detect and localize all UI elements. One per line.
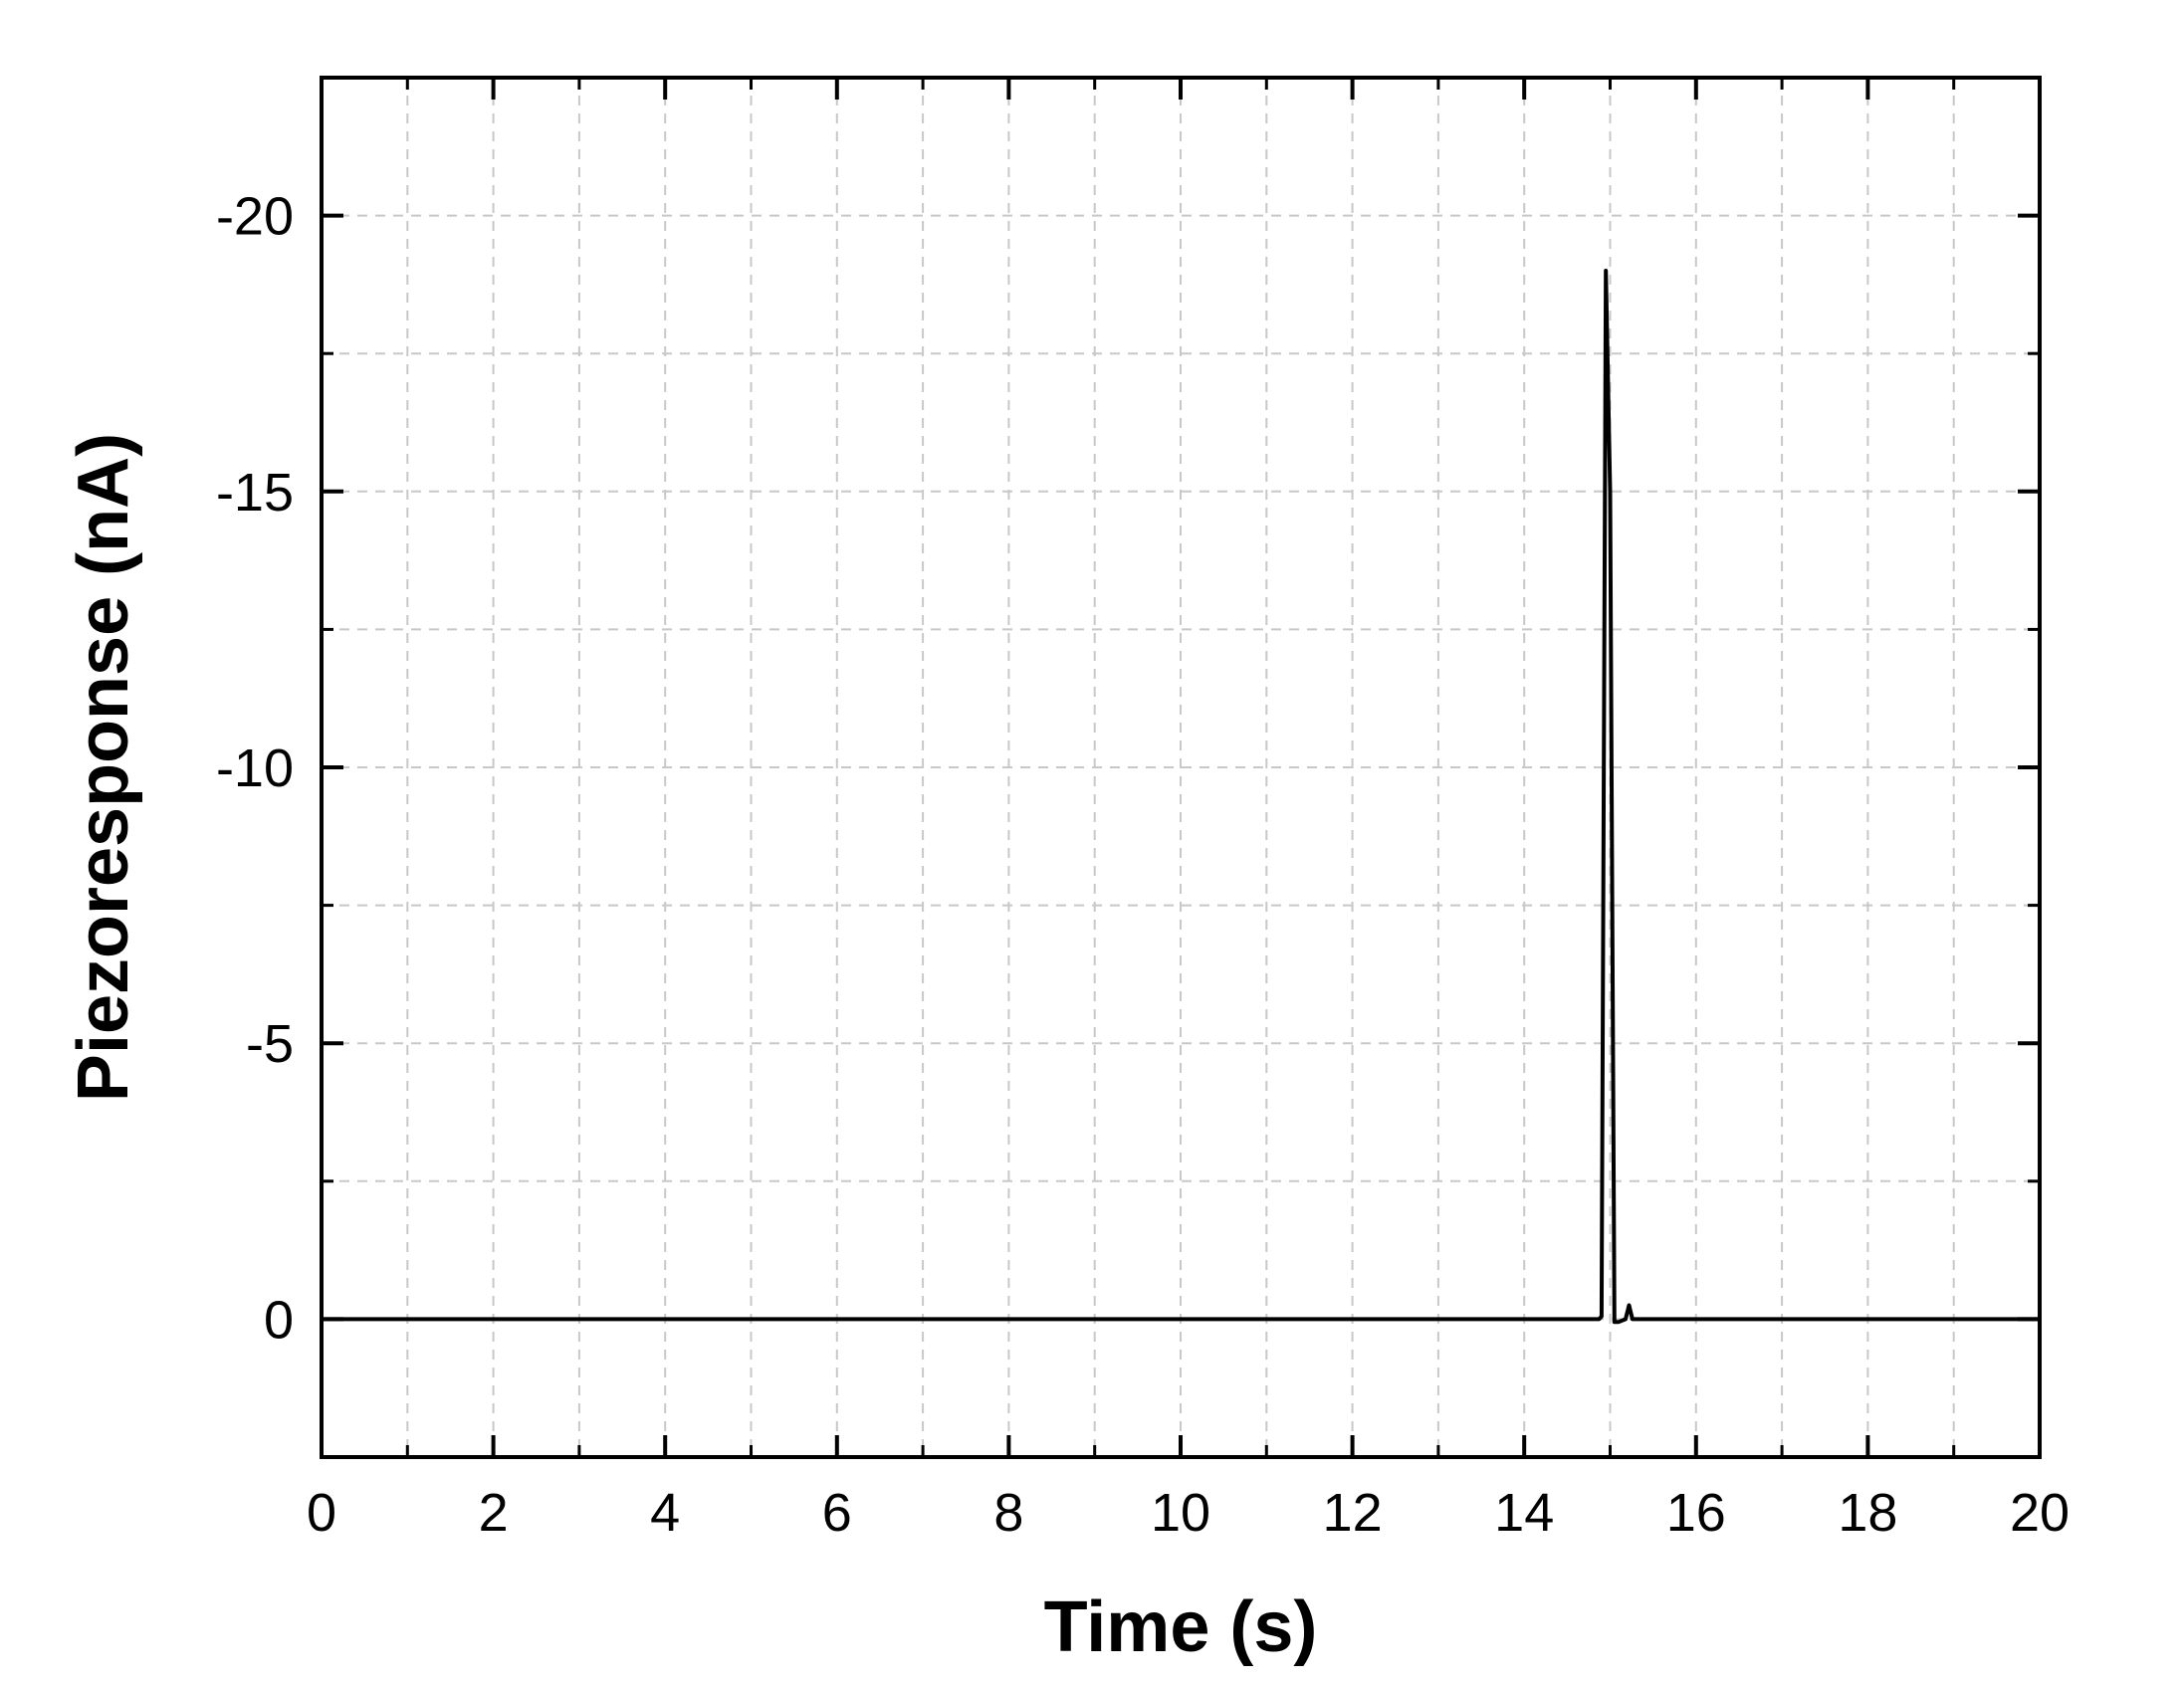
y-tick-label: 0 bbox=[264, 1290, 294, 1350]
x-tick-label: 10 bbox=[1151, 1483, 1210, 1543]
tick-labels: 0 2 4 6 8 10 12 14 16 18 20 0 -5 -10 -15 -20 bbox=[216, 187, 2070, 1543]
y-tick-label: -5 bbox=[246, 1014, 294, 1074]
series-group bbox=[320, 269, 2042, 1325]
y-tick-label: -10 bbox=[216, 738, 294, 798]
x-tick-label: 20 bbox=[2010, 1483, 2070, 1543]
x-tick-label: 12 bbox=[1323, 1483, 1383, 1543]
plot-frame bbox=[320, 76, 2042, 1459]
y-tick-label: -20 bbox=[216, 187, 294, 247]
x-tick-label: 0 bbox=[307, 1483, 336, 1543]
x-tick-label: 14 bbox=[1494, 1483, 1554, 1543]
x-tick-label: 16 bbox=[1666, 1483, 1726, 1543]
y-tick-label: -15 bbox=[216, 463, 294, 523]
x-tick-label: 4 bbox=[650, 1483, 680, 1543]
axis-ticks bbox=[320, 78, 2042, 1457]
x-axis-title: Time (s) bbox=[1044, 1587, 1318, 1667]
series-line bbox=[320, 269, 2042, 1325]
grid-lines bbox=[322, 78, 2040, 1457]
x-tick-label: 8 bbox=[993, 1483, 1023, 1543]
x-tick-label: 6 bbox=[822, 1483, 852, 1543]
x-tick-label: 18 bbox=[1838, 1483, 1897, 1543]
y-axis-title: Piezoresponse (nA) bbox=[64, 433, 143, 1102]
x-tick-label: 2 bbox=[479, 1483, 509, 1543]
